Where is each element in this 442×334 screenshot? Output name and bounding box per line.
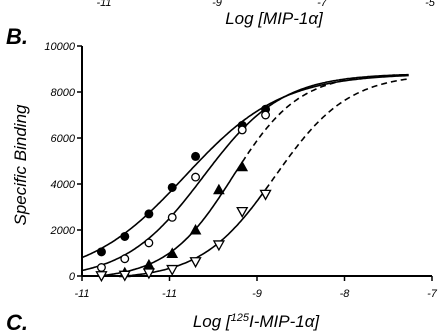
data-point-open-circle xyxy=(191,172,201,182)
data-point-open-triangle xyxy=(212,240,225,252)
data-point-open-triangle xyxy=(189,257,202,269)
y-tick-label: 4000 xyxy=(51,179,76,191)
fit-curves xyxy=(81,73,409,277)
top-tick-label: -11 xyxy=(96,0,111,9)
next-panel-label: C. xyxy=(6,310,28,334)
axes: 0 2000 4000 6000 8000 10000 -11 -11 -9 -8 -7 xyxy=(44,41,437,300)
data-point-open-circle xyxy=(120,254,130,264)
data-point-open-triangle xyxy=(142,268,155,280)
data-point-filled-circle xyxy=(144,209,154,219)
y-tick-label: 2000 xyxy=(50,225,76,237)
fit-curve-dashed xyxy=(264,78,409,190)
data-point-filled-circle xyxy=(167,182,177,192)
x-tick-label: -8 xyxy=(340,288,351,300)
x-axis-label-sup: 125 xyxy=(231,312,250,324)
y-axis-label: Specific Binding xyxy=(11,104,30,226)
data-point-open-circle xyxy=(237,125,247,135)
data-point-filled-triangle xyxy=(189,223,202,235)
data-point-filled-triangle xyxy=(166,247,179,258)
y-tick-label: 10000 xyxy=(44,41,75,53)
data-point-open-circle xyxy=(96,263,106,272)
fit-curve-solid xyxy=(81,74,409,259)
data-point-filled-circle xyxy=(120,231,130,241)
data-point-filled-triangle xyxy=(143,258,155,270)
top-x-axis-label: Log [MIP-1α] xyxy=(225,9,324,28)
data-point-open-circle xyxy=(144,238,154,248)
top-tick-label: -5 xyxy=(425,0,436,9)
data-point-open-circle xyxy=(261,110,271,120)
data-point-open-triangle xyxy=(95,271,108,283)
top-strip: -11 -9 -7 -5 Log [MIP-1α] xyxy=(96,0,435,28)
data-point-filled-circle xyxy=(96,247,106,257)
y-tick-label: 8000 xyxy=(51,87,76,99)
x-axis-label-before: Log [ xyxy=(193,312,233,331)
fit-curve-dashed xyxy=(241,73,409,163)
y-tick-label: 0 xyxy=(69,271,76,283)
data-markers xyxy=(95,104,272,283)
top-tick-label: -7 xyxy=(317,0,328,9)
x-axis-label-after: I-MIP-1α] xyxy=(249,312,320,331)
y-tick-label: 6000 xyxy=(51,133,76,145)
x-tick-label: -11 xyxy=(74,288,89,300)
panel-label: B. xyxy=(6,24,28,49)
data-point-filled-triangle xyxy=(236,160,249,172)
data-point-filled-triangle xyxy=(213,183,225,195)
data-point-filled-circle xyxy=(191,151,201,161)
data-point-open-triangle xyxy=(259,189,272,201)
top-tick-label: -9 xyxy=(212,0,222,9)
x-tick-label: -11 xyxy=(162,288,177,300)
data-point-open-triangle xyxy=(118,270,131,282)
x-axis-label: Log [125I-MIP-1α] xyxy=(193,312,321,331)
fit-curve-solid xyxy=(82,161,243,277)
data-point-open-triangle xyxy=(236,206,249,218)
x-tick-label: -9 xyxy=(252,288,262,300)
data-point-open-triangle xyxy=(166,264,179,276)
fit-curve-solid xyxy=(81,73,409,272)
data-point-open-circle xyxy=(167,212,177,222)
x-tick-label: -7 xyxy=(427,288,438,300)
